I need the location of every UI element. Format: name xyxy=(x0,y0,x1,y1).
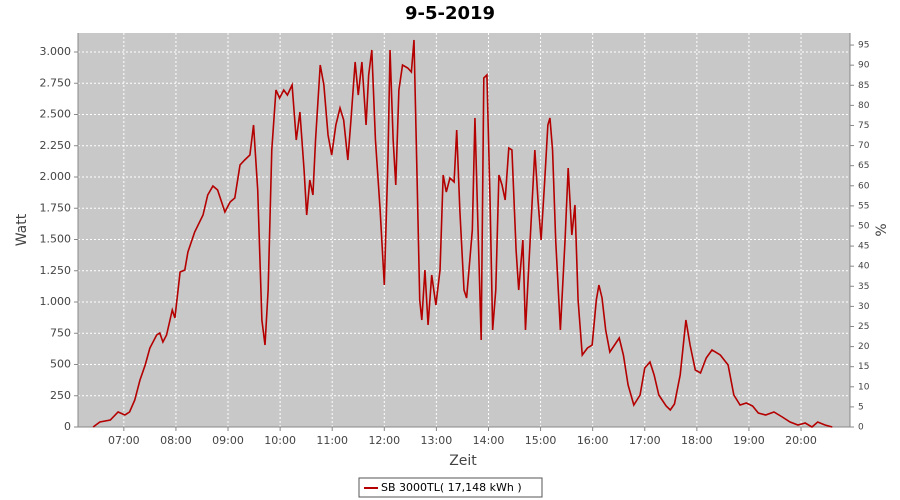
x-tick-label: 15:00 xyxy=(525,434,557,447)
line xyxy=(92,39,833,428)
x-tick-label: 14:00 xyxy=(473,434,505,447)
y2-tick-label: 45 xyxy=(858,242,869,252)
y2-tick-label: 30 xyxy=(858,302,870,312)
y2-tick-label: 25 xyxy=(858,322,869,332)
x-tick-label: 16:00 xyxy=(577,434,609,447)
x-tick-label: 07:00 xyxy=(108,434,140,447)
x-tick-label: 19:00 xyxy=(733,434,765,447)
y2-tick-label: 75 xyxy=(858,121,869,131)
x-tick-label: 08:00 xyxy=(160,434,192,447)
x-tick-label: 11:00 xyxy=(316,434,348,447)
x-tick-label: 09:00 xyxy=(212,434,244,447)
x-tick-label: 20:00 xyxy=(785,434,817,447)
y-tick-label: 3.000 xyxy=(40,45,72,58)
y2-tick-label: 65 xyxy=(858,161,869,171)
x-tick-label: 13:00 xyxy=(421,434,453,447)
legend-label: SB 3000TL( 17,148 kWh ) xyxy=(381,481,522,494)
y-tick-label: 1.250 xyxy=(40,264,72,277)
y-tick-label: 2.000 xyxy=(40,170,72,183)
x-tick-label: 12:00 xyxy=(368,434,400,447)
y2-tick-label: 55 xyxy=(858,201,869,211)
x-tick-label: 18:00 xyxy=(681,434,713,447)
y-axis-label: Watt xyxy=(14,213,30,246)
y2-tick-label: 50 xyxy=(858,221,870,231)
y2-tick-label: 95 xyxy=(858,41,869,51)
y-tick-label: 1.750 xyxy=(40,201,72,214)
legend-box xyxy=(358,477,543,498)
y-tick-label: 0 xyxy=(64,420,71,433)
y-tick-label: 1.500 xyxy=(40,233,72,246)
y2-tick-label: 10 xyxy=(858,382,870,392)
y2-tick-label: 5 xyxy=(858,402,864,412)
y2-axis-label: % xyxy=(874,223,890,236)
y2-tick-label: 85 xyxy=(858,81,869,91)
y-tick-label: 2.750 xyxy=(40,76,72,89)
y2-tick-label: 0 xyxy=(858,423,864,433)
y-tick-label: 500 xyxy=(50,358,71,371)
y-tick-label: 2.500 xyxy=(40,108,72,121)
x-tick-label: 10:00 xyxy=(264,434,296,447)
y2-tick-label: 15 xyxy=(858,362,869,372)
chart-title: 9-5-2019 xyxy=(405,3,495,24)
y2-tick-label: 20 xyxy=(858,342,870,352)
y2-tick-label: 35 xyxy=(858,282,869,292)
y2-tick-label: 90 xyxy=(858,61,870,71)
y2-tick-label: 80 xyxy=(858,101,870,111)
y2-tick-label: 40 xyxy=(858,262,870,272)
y2-tick-label: 70 xyxy=(858,141,870,151)
x-tick-label: 17:00 xyxy=(629,434,661,447)
y-tick-label: 2.250 xyxy=(40,139,72,152)
plot-area xyxy=(78,33,850,427)
y-tick-label: 250 xyxy=(50,389,71,402)
y-tick-label: 750 xyxy=(50,326,71,339)
y-tick-label: 1.000 xyxy=(40,295,72,308)
x-axis-label: Zeit xyxy=(449,453,477,469)
y2-tick-label: 60 xyxy=(858,181,870,191)
